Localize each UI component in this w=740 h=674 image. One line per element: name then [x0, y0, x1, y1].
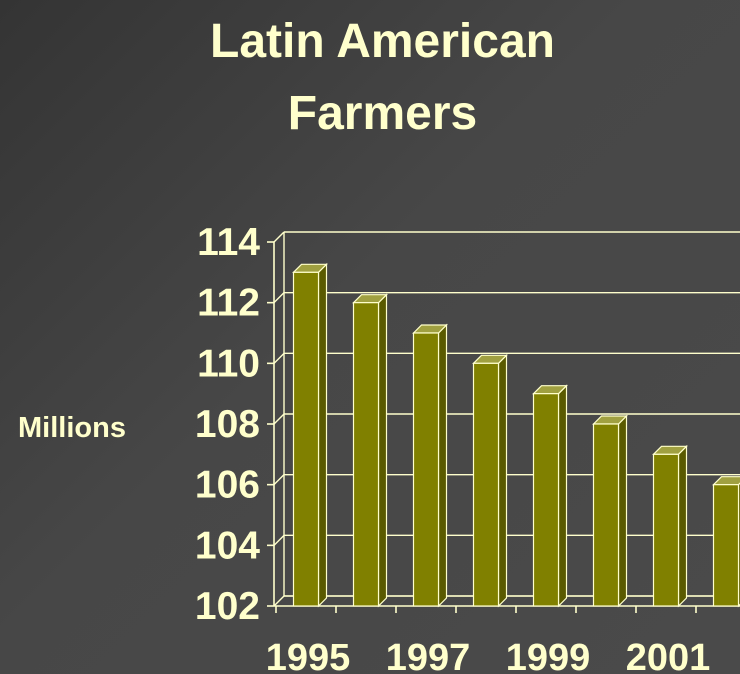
x-tick-label-1999: 1999	[506, 637, 591, 674]
y-tick-labels: 102 104 106 108 110 112 114	[195, 221, 260, 628]
bar-side-1997	[437, 323, 448, 608]
y-tick-label-102: 102	[195, 585, 260, 628]
x-tick-label-2001: 2001	[626, 637, 711, 674]
bar-side-2000	[617, 414, 628, 608]
y-tick-label-110: 110	[197, 342, 260, 385]
gridline-depth-112	[273, 292, 285, 304]
bar-front-1995	[292, 271, 320, 607]
bar-2001	[652, 444, 688, 608]
gridline-depth-114	[273, 231, 285, 243]
bar-side-1996	[377, 293, 388, 608]
bar-side-1995	[317, 262, 328, 608]
bars	[292, 262, 740, 608]
bar-side-1999	[557, 384, 568, 608]
y-tick-label-114: 114	[197, 221, 260, 264]
bar-2002	[712, 476, 740, 608]
bar-front-2002	[712, 484, 740, 607]
y-tick-label-112: 112	[197, 282, 260, 325]
gridline-depth-104	[273, 534, 285, 546]
y-tick-label-104: 104	[195, 524, 260, 567]
bar-1996	[352, 293, 388, 608]
bar-front-1997	[412, 332, 440, 607]
slide-title-line-2: Farmers	[287, 87, 478, 140]
bar-2000	[592, 414, 628, 608]
x-tick-labels: 1995 1997 1999 2001	[266, 637, 711, 674]
bar-front-2000	[592, 423, 620, 607]
bar-1995	[292, 262, 328, 608]
bar-front-2001	[652, 453, 680, 607]
gridline-depth-106	[273, 474, 285, 486]
slide-title-line-1: Latin American	[210, 15, 555, 68]
y-tick-label-106: 106	[195, 464, 260, 507]
y-axis-label: Millions	[18, 412, 126, 444]
bar-side-2001	[677, 444, 688, 608]
x-tick-label-1997: 1997	[386, 637, 471, 674]
bar-front-1996	[352, 302, 380, 607]
bar-1997	[412, 323, 448, 608]
bar-front-1998	[472, 362, 500, 607]
bar-top-2002	[712, 476, 740, 486]
bar-front-1999	[532, 393, 560, 607]
x-tick-label-1995: 1995	[266, 637, 351, 674]
y-tick-label-108: 108	[195, 403, 260, 446]
gridline-depth-108	[273, 413, 285, 425]
gridline-depth-110	[273, 352, 285, 364]
gridline-depth-102	[273, 595, 285, 607]
bar-1999	[532, 384, 568, 608]
bar-1998	[472, 353, 508, 608]
bar-side-1998	[497, 353, 508, 608]
